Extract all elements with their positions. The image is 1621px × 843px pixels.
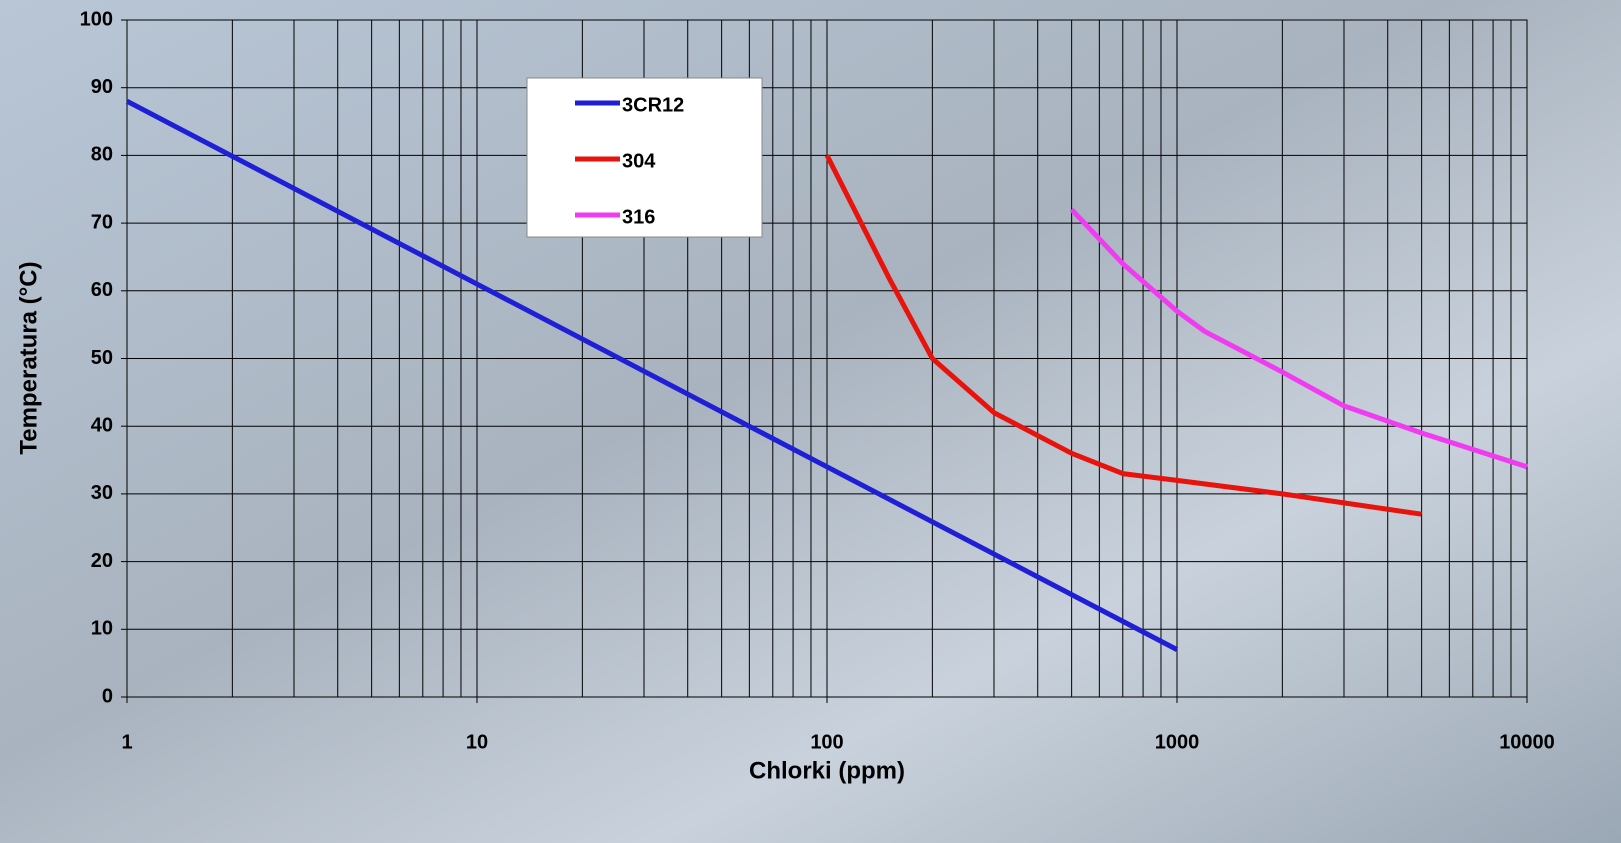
lines	[125, 99, 1528, 652]
y-axis-label: Temperatura (°C)	[15, 261, 42, 454]
y-tick-label: 10	[91, 618, 113, 640]
series-line	[824, 154, 1423, 517]
x-tick-label: 1	[121, 731, 132, 753]
y-tick-label: 60	[91, 279, 113, 301]
legend	[526, 77, 763, 238]
grid	[126, 19, 1528, 698]
legend-label: 3CR12	[622, 94, 684, 116]
y-tick-label: 30	[91, 482, 113, 504]
x-tick-label: 1000	[1155, 731, 1200, 753]
x-tick-label: 100	[810, 731, 843, 753]
x-tick-label: 10	[466, 731, 488, 753]
legend-label: 304	[622, 150, 656, 172]
y-tick-label: 70	[91, 211, 113, 233]
y-tick-label: 50	[91, 347, 113, 369]
y-tick-label: 90	[91, 76, 113, 98]
legend-items: 3CR12 304 316	[575, 94, 684, 228]
x-axis-label: Chlorki (ppm)	[749, 757, 905, 784]
y-tick-label: 0	[102, 685, 113, 707]
x-tick-label: 10000	[1499, 731, 1555, 753]
y-tick-label: 20	[91, 550, 113, 572]
y-tick-label: 100	[80, 8, 113, 30]
series-line	[1069, 207, 1528, 470]
y-tick-label: 80	[91, 144, 113, 166]
series-line	[125, 99, 1179, 652]
legend-label: 316	[622, 206, 655, 228]
y-tick-label: 40	[91, 414, 113, 436]
